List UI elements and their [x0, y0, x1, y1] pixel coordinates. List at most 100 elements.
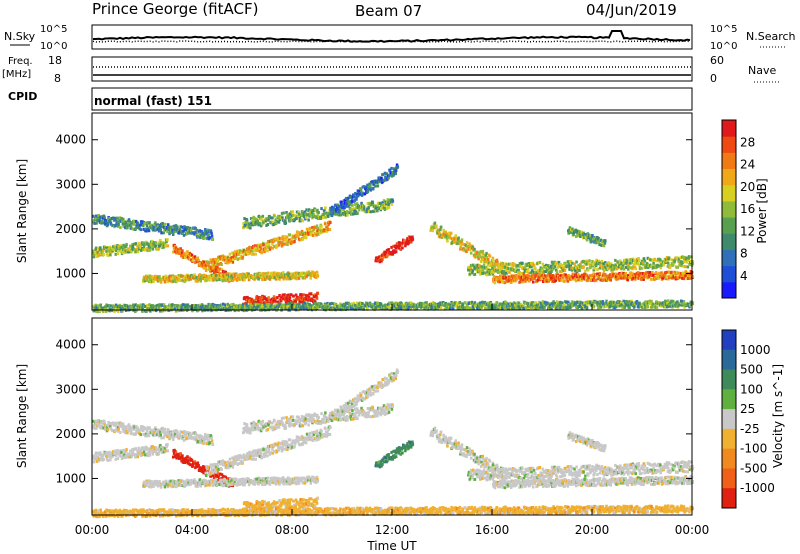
power-cell [614, 272, 617, 276]
power-cell [257, 214, 261, 218]
power-cell [561, 301, 564, 305]
power-cell [155, 225, 158, 229]
power-cell [263, 250, 266, 254]
power-cell [607, 274, 610, 278]
power-cell [595, 258, 598, 262]
power-cell [376, 209, 379, 213]
power-cell [307, 295, 311, 299]
power-cell [657, 264, 661, 268]
power-cell [309, 230, 312, 234]
power-cell [219, 257, 222, 261]
power-cell [280, 237, 283, 241]
power-cell [323, 306, 326, 310]
power-cell [579, 275, 582, 279]
power-cell [257, 223, 260, 227]
power-cell [494, 306, 497, 310]
power-cell [176, 304, 180, 308]
power-cell [467, 247, 471, 251]
power-cell [271, 242, 274, 246]
power-cell [580, 261, 583, 264]
power-cell [599, 238, 603, 242]
power-cell [554, 273, 558, 277]
power-cell [275, 244, 279, 248]
power-cell [228, 260, 231, 264]
power-cell [102, 253, 105, 256]
power-cell [391, 170, 395, 174]
power-cell [207, 302, 210, 306]
power-cell [519, 264, 523, 268]
power-cell [478, 264, 481, 268]
freq-right-label: Nave [748, 64, 776, 77]
power-cell [279, 241, 283, 245]
power-cell [108, 309, 111, 313]
power-cell [159, 228, 162, 232]
power-cell [330, 214, 334, 218]
power-cell [154, 304, 157, 308]
power-cell [332, 307, 335, 311]
power-cell [199, 236, 202, 240]
power-cell [327, 305, 330, 309]
power-cell [567, 262, 571, 266]
power-cell [272, 223, 275, 226]
power-cell [492, 270, 495, 273]
power-cell [512, 305, 515, 309]
power-cell [339, 205, 342, 209]
power-cell [292, 303, 296, 306]
power-cell [274, 273, 277, 277]
power-cell [644, 275, 648, 279]
power-cell [120, 245, 123, 249]
power-cell [282, 242, 285, 246]
power-cell [568, 226, 572, 230]
power-cell [187, 307, 191, 311]
power-cell [347, 301, 350, 305]
cpid-panel-frame [91, 87, 693, 111]
power-cell [261, 278, 264, 282]
power-cell [259, 243, 262, 247]
velocity-cell [114, 428, 118, 432]
noise-right-tick-top: 10^5 [710, 24, 737, 35]
power-cell [162, 231, 165, 235]
power-cell [97, 246, 100, 250]
power-cell [184, 277, 188, 281]
velocity-cell [119, 431, 122, 434]
power-cell [172, 230, 176, 233]
power-cell [368, 201, 371, 205]
power-cell [650, 299, 653, 303]
power-cell [484, 260, 488, 264]
power-cell [636, 275, 640, 279]
power-cell [687, 258, 690, 262]
power-cell [127, 305, 130, 309]
power-cell [344, 198, 347, 202]
power-cell [256, 272, 259, 276]
power-cell [594, 260, 597, 264]
power-cell [629, 271, 633, 275]
power-cell [199, 234, 203, 238]
velocity-cell [123, 429, 127, 433]
power-cell [637, 257, 640, 260]
power-cell [649, 302, 652, 305]
power-cell [529, 306, 533, 310]
power-cell [352, 301, 356, 305]
y-tick-label: 1000 [55, 266, 86, 280]
power-cell [265, 223, 268, 227]
power-cell [217, 269, 220, 273]
power-cell [640, 266, 643, 270]
power-cell [196, 256, 200, 260]
power-cell [212, 278, 215, 282]
power-cell [173, 307, 176, 311]
power-colorbar-swatch [722, 152, 736, 170]
power-cell [593, 236, 596, 240]
power-cell [409, 239, 412, 242]
power-cell [186, 250, 189, 254]
power-cell [231, 260, 235, 264]
power-cell [450, 300, 453, 304]
velocity-cell [114, 421, 117, 425]
power-colorbar-swatch [722, 200, 736, 218]
power-cell [390, 301, 394, 305]
power-cell [142, 227, 145, 231]
power-cell [374, 207, 377, 211]
power-cell [337, 208, 340, 212]
freq-right-tick-bottom: 0 [710, 72, 717, 85]
power-cell [220, 268, 224, 272]
power-cell [684, 270, 687, 274]
